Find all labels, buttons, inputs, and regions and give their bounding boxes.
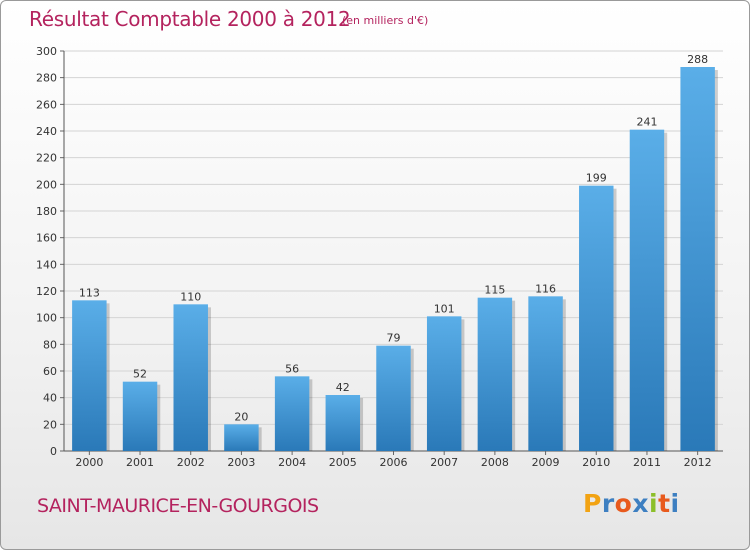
bar-value-label: 110 — [180, 290, 201, 303]
bar-value-label: 199 — [586, 172, 607, 185]
bar — [173, 304, 208, 451]
y-tick-label: 200 — [36, 178, 57, 191]
logo-letter: x — [632, 489, 649, 518]
x-tick-label: 2004 — [278, 456, 306, 469]
bar-value-label: 115 — [484, 284, 505, 297]
x-tick-label: 2002 — [177, 456, 205, 469]
x-tick-label: 2006 — [380, 456, 408, 469]
bar — [376, 345, 411, 451]
x-tick-label: 2005 — [329, 456, 357, 469]
logo-letter: i — [649, 489, 659, 518]
x-tick-label: 2012 — [684, 456, 712, 469]
bar-shadow — [613, 188, 617, 451]
x-tick-label: 2009 — [532, 456, 560, 469]
bar-shadow — [512, 300, 516, 451]
bar-value-label: 241 — [636, 116, 657, 129]
x-tick-label: 2003 — [227, 456, 255, 469]
bar-value-label: 20 — [234, 410, 248, 423]
y-tick-label: 140 — [36, 258, 57, 271]
bar — [325, 395, 361, 451]
y-tick-label: 300 — [36, 45, 57, 58]
y-tick-label: 260 — [36, 98, 57, 111]
bar-value-label: 52 — [133, 368, 147, 381]
y-tick-label: 20 — [43, 418, 57, 431]
bar — [629, 129, 665, 451]
bar-value-label: 101 — [434, 302, 455, 315]
bar — [426, 316, 462, 451]
bar — [477, 297, 513, 451]
y-tick-label: 240 — [36, 125, 57, 138]
chart-title: Résultat Comptable 2000 à 2012 — [29, 7, 351, 31]
bar-value-label: 79 — [387, 332, 401, 345]
y-tick-label: 40 — [43, 392, 57, 405]
bar-shadow — [258, 427, 262, 451]
bar-value-label: 56 — [285, 362, 299, 375]
bar-shadow — [562, 299, 566, 451]
chart-subtitle: (en milliers d'€) — [342, 14, 429, 27]
bar — [122, 381, 158, 451]
y-tick-label: 220 — [36, 152, 57, 165]
y-tick-label: 100 — [36, 312, 57, 325]
y-tick-label: 120 — [36, 285, 57, 298]
bar — [224, 424, 259, 451]
bar-shadow — [157, 384, 161, 451]
bar-value-label: 42 — [336, 381, 350, 394]
bar — [579, 185, 614, 451]
logo-letter: t — [658, 489, 671, 518]
logo-letter: r — [601, 489, 615, 518]
x-tick-label: 2000 — [75, 456, 103, 469]
y-tick-label: 160 — [36, 232, 57, 245]
y-tick-label: 280 — [36, 72, 57, 85]
logo-letter: i — [670, 489, 680, 518]
logo-letter: P — [583, 489, 602, 518]
x-tick-label: 2010 — [582, 456, 610, 469]
bar — [680, 67, 715, 451]
bar — [72, 300, 107, 451]
y-tick-label: 0 — [50, 445, 57, 458]
commune-name: SAINT-MAURICE-EN-GOURGOIS — [37, 495, 319, 517]
x-tick-label: 2011 — [633, 456, 661, 469]
x-tick-label: 2001 — [126, 456, 154, 469]
bar-value-label: 288 — [687, 53, 708, 66]
bar-shadow — [461, 319, 465, 451]
x-tick-label: 2007 — [430, 456, 458, 469]
bar-value-label: 116 — [535, 282, 556, 295]
x-tick-label: 2008 — [481, 456, 509, 469]
bar-shadow — [410, 348, 414, 451]
bar-shadow — [360, 398, 364, 451]
bar-value-label: 113 — [79, 286, 100, 299]
bar-shadow — [106, 303, 110, 451]
y-tick-label: 180 — [36, 205, 57, 218]
proxiti-logo: Proxiti — [583, 489, 680, 518]
bar — [274, 376, 310, 451]
logo-letter: o — [614, 489, 633, 518]
bar — [528, 296, 563, 451]
bar-shadow — [207, 307, 211, 451]
y-tick-label: 80 — [43, 338, 57, 351]
y-tick-label: 60 — [43, 365, 57, 378]
bar-shadow — [309, 379, 313, 451]
bar-shadow — [714, 70, 718, 451]
bar-shadow — [664, 132, 668, 451]
